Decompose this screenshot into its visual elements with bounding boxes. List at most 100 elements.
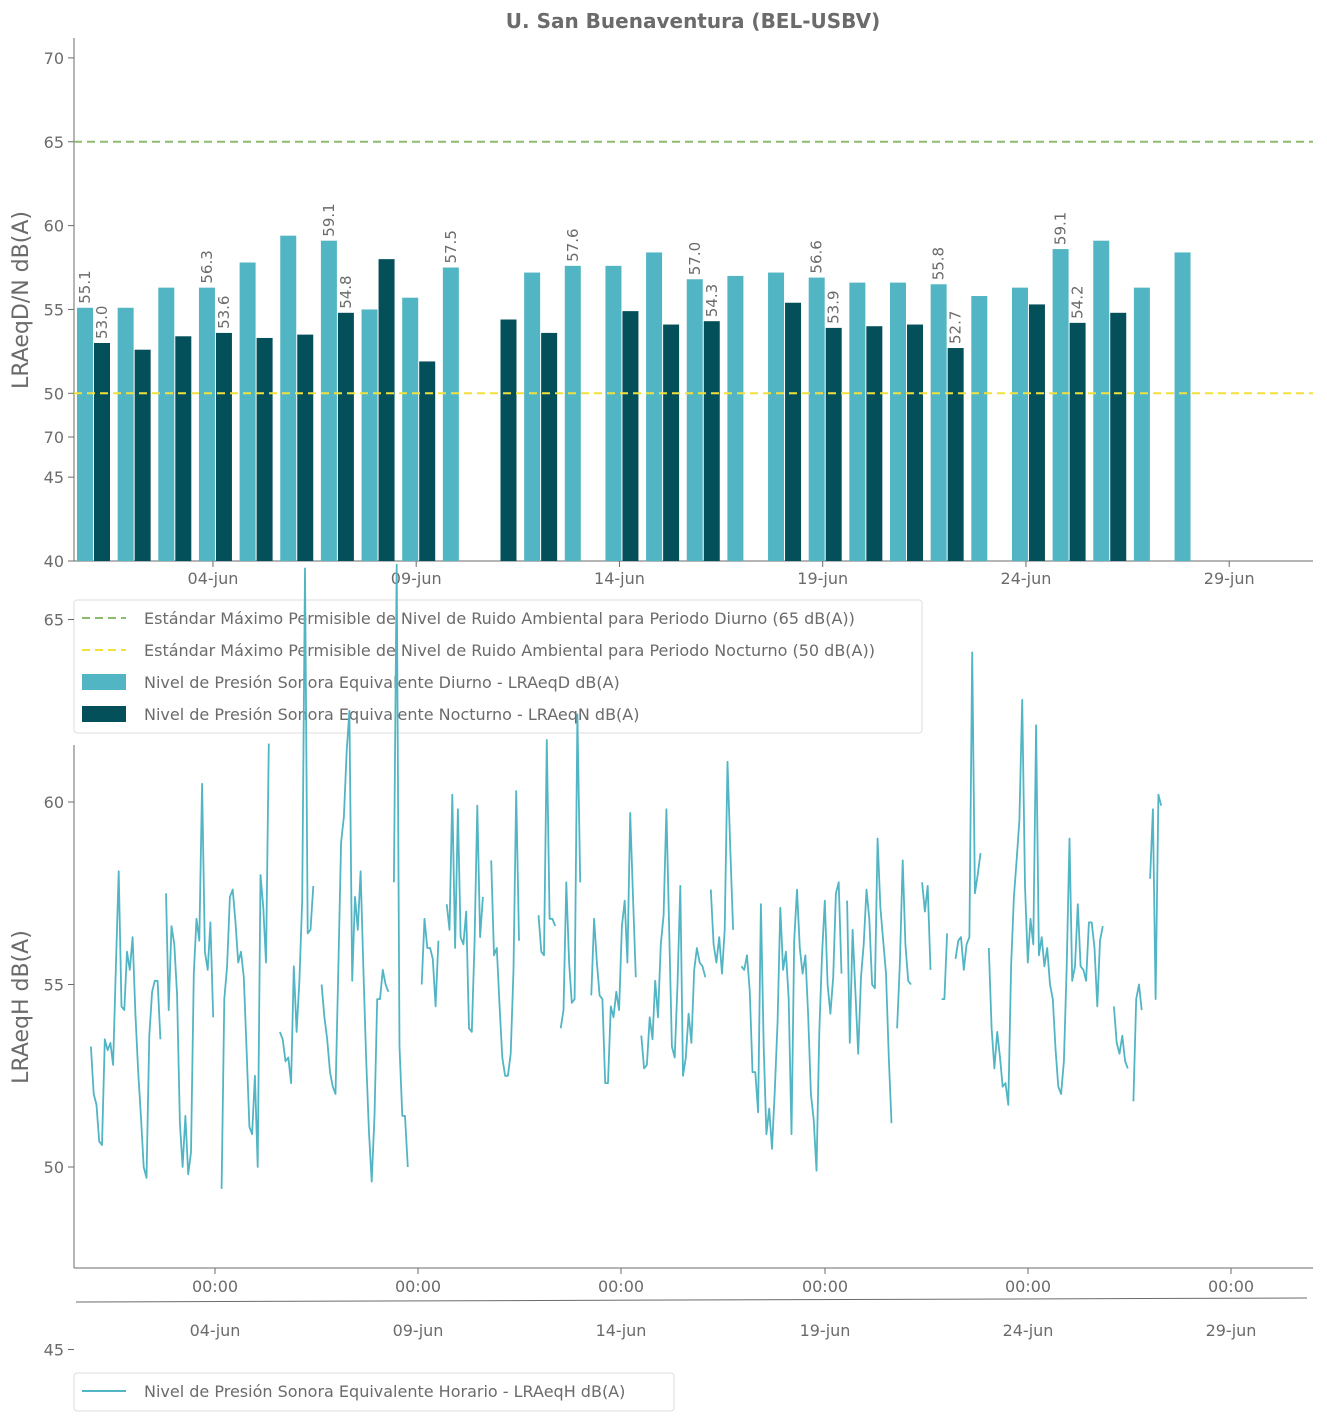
hourly-series-line [941,933,948,1000]
bottom-y-tick-label: 60 [44,793,64,812]
bar-night [175,336,192,561]
top-y-tick-label: 45 [44,468,64,487]
bar-data-label: 54.8 [337,275,355,308]
top-y-tick-label: 50 [44,384,64,403]
hourly-series-line [896,859,912,1029]
bar-night [622,311,639,561]
top-y-tick-label: 40 [44,552,64,571]
top-x-tick-label: 14-jun [594,569,645,588]
bottom-y-tick-label: 55 [44,976,64,995]
bottom-x-tick-time: 00:00 [395,1277,441,1296]
bar-night [866,326,883,561]
bottom-x-tick-time: 00:00 [1005,1277,1051,1296]
bar-night [215,332,232,561]
top-y-tick-label: 65 [44,133,64,152]
bar-data-label: 55.8 [930,247,948,280]
bottom-x-tick-time: 00:00 [802,1277,848,1296]
bar-data-label: 54.3 [703,284,721,317]
bar-night [947,348,964,561]
bottom-x-tick-time: 00:00 [192,1277,238,1296]
hourly-series-line [393,563,409,1168]
legend-item-label: Estándar Máximo Permisible de Nivel de R… [144,609,855,628]
bar-data-label: 56.3 [198,250,216,283]
bar-night [541,332,558,561]
bar-day [198,287,215,561]
hourly-series-line [490,790,520,1077]
bar-data-label: 52.7 [947,311,965,344]
bar-night [825,327,842,561]
bar-day [1093,240,1110,561]
bar-data-label: 56.6 [808,240,826,273]
bar-day [564,265,581,561]
bar-day [442,267,459,561]
hourly-series-line [90,870,162,1179]
bar-data-label: 57.0 [686,242,704,275]
bottom-x-tick-time: 00:00 [598,1277,644,1296]
bar-night [703,321,720,561]
bar-day [768,272,785,561]
chart-title: U. San Buenaventura (BEL-USBV) [506,9,880,33]
hourly-series-line [987,698,1104,1106]
bottom-y-tick-label: 45 [44,1341,64,1360]
bar-night [134,349,151,561]
legend-swatch-bar [82,674,126,690]
top-legend-box [73,599,923,734]
bar-night [663,324,680,561]
bar-day [971,296,988,561]
bar-night [378,259,395,561]
hourly-series-line [954,651,982,971]
bar-day [1011,287,1028,561]
bar-data-label: 55.1 [76,270,94,303]
bar-night [785,302,802,561]
legend-item-label: Nivel de Presión Sonora Equivalente Hora… [144,1382,625,1401]
bar-data-label: 59.1 [320,203,338,236]
legend-swatch-bar [82,706,126,722]
top-y-tick-label: 55 [44,300,64,319]
hourly-series-line [921,882,932,970]
bar-day [605,265,622,561]
bar-night [297,334,314,561]
hourly-series-line [1132,983,1143,1102]
bar-day [402,297,419,561]
top-y-axis-label: LRAeqD/N dB(A) [9,211,34,389]
bottom-x-tick-time: 00:00 [1208,1277,1254,1296]
bar-data-label: 57.6 [564,228,582,261]
bar-night [500,319,517,561]
bar-data-label: 53.0 [93,306,111,339]
top-x-tick-label: 19-jun [797,569,848,588]
bar-day [158,287,175,561]
hourly-series-line [740,881,843,1172]
legend-item-label: Nivel de Presión Sonora Equivalente Noct… [144,705,639,724]
top-x-tick-label: 04-jun [188,569,239,588]
hourly-series-line [165,782,215,1176]
bar-day [1133,287,1150,561]
hourly-series-line [320,709,390,1183]
hourly-series-line [537,739,557,957]
bar-day [727,275,744,561]
top-y-tick-label: 70 [44,49,64,68]
bottom-x-tick-date: 14-jun [596,1321,647,1340]
bottom-x-tick-date: 04-jun [190,1321,241,1340]
hourly-series-line [420,917,440,1008]
bar-data-label: 53.6 [215,296,233,329]
hourly-series-line [709,760,734,975]
top-x-tick-label: 09-jun [391,569,442,588]
hourly-series-line [559,713,582,1029]
bottom-y-tick-label: 50 [44,1158,64,1177]
hourly-series-line [590,812,637,1084]
hourly-series-line [279,567,315,1084]
bottom-legend-box [73,1372,675,1412]
hourly-series-line [220,743,270,1189]
bottom-y-tick-label: 70 [44,428,64,447]
bar-night [1069,322,1086,561]
bar-data-label: 53.9 [825,290,843,323]
bar-day [686,279,703,561]
bottom-x-tick-date: 09-jun [393,1321,444,1340]
bar-data-label: 54.2 [1069,285,1087,318]
secondary-date-axis [75,1297,1308,1303]
top-x-tick-label: 29-jun [1204,569,1255,588]
bar-day [77,307,93,561]
bottom-y-tick-label: 65 [44,611,64,630]
bar-night [337,312,354,561]
bar-day [280,235,297,562]
